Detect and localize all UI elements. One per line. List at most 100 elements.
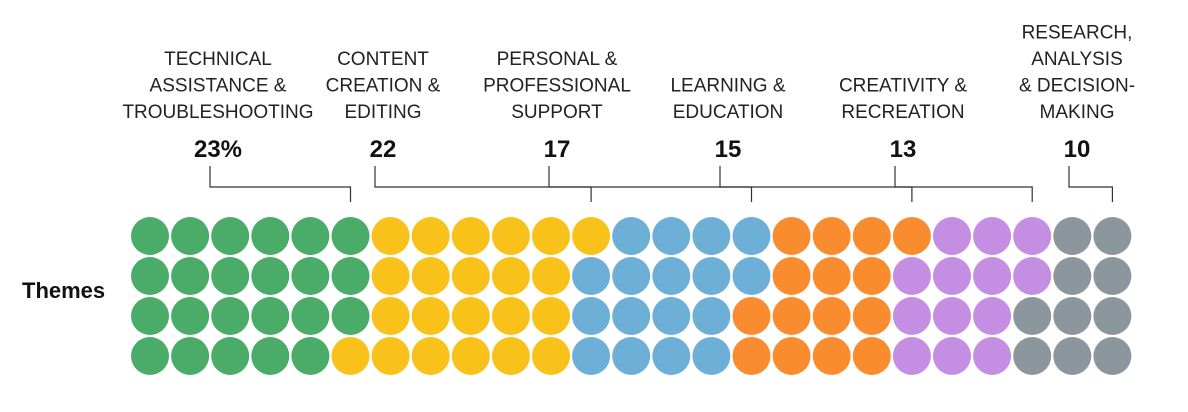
dot-content-creation-editing xyxy=(572,217,611,255)
dot-technical-assistance-troubleshooting xyxy=(291,297,330,335)
dot-learning-education xyxy=(732,337,771,375)
value-label-research-analysis-decision-making: 10 xyxy=(1064,136,1091,163)
dot-technical-assistance-troubleshooting xyxy=(331,217,370,255)
dot-personal-professional-support xyxy=(692,297,731,335)
dot-personal-professional-support xyxy=(652,217,691,255)
dot-learning-education xyxy=(852,217,891,255)
dot-creativity-recreation xyxy=(1013,257,1052,295)
dot-research-analysis-decision-making xyxy=(1053,337,1092,375)
dot-research-analysis-decision-making xyxy=(1053,257,1092,295)
value-label-learning-education: 15 xyxy=(715,136,742,163)
dot-content-creation-editing xyxy=(411,337,450,375)
category-labels: TECHNICAL ASSISTANCE & TROUBLESHOOTING 23% C… xyxy=(122,23,1135,164)
dot-research-analysis-decision-making xyxy=(1053,297,1092,335)
dot-creativity-recreation xyxy=(1013,217,1052,255)
dot-learning-education xyxy=(812,217,851,255)
dot-technical-assistance-troubleshooting xyxy=(171,297,210,335)
value-label-technical-assistance-troubleshooting: 23% xyxy=(194,136,242,163)
dot-content-creation-editing xyxy=(451,257,490,295)
dot-personal-professional-support xyxy=(612,257,651,295)
dot-learning-education xyxy=(772,337,811,375)
dot-content-creation-editing xyxy=(451,217,490,255)
dot-research-analysis-decision-making xyxy=(1093,257,1132,295)
category-label-creativity-recreation: CREATIVITY & RECREATION xyxy=(839,76,967,124)
waffle-dots xyxy=(131,217,1132,375)
dot-technical-assistance-troubleshooting xyxy=(251,257,290,295)
dot-technical-assistance-troubleshooting xyxy=(131,337,169,375)
dot-personal-professional-support xyxy=(732,217,771,255)
dot-content-creation-editing xyxy=(491,257,530,295)
dot-research-analysis-decision-making xyxy=(1013,337,1052,375)
leader-line-research-analysis-decision-making xyxy=(1068,166,1113,202)
dot-research-analysis-decision-making xyxy=(1053,217,1092,255)
dot-learning-education xyxy=(772,257,811,295)
dot-content-creation-editing xyxy=(371,337,410,375)
dot-personal-professional-support xyxy=(692,337,731,375)
dot-content-creation-editing xyxy=(491,217,530,255)
dot-content-creation-editing xyxy=(532,297,570,335)
dot-content-creation-editing xyxy=(411,217,450,255)
category-label-research-analysis-decision-making: RESEARCH, ANALYSIS & DECISION-MAKING xyxy=(1019,23,1135,124)
dot-learning-education xyxy=(852,257,891,295)
dot-research-analysis-decision-making xyxy=(1093,297,1132,335)
dot-learning-education xyxy=(812,297,851,335)
dot-creativity-recreation xyxy=(892,337,931,375)
dot-technical-assistance-troubleshooting xyxy=(211,337,250,375)
value-label-creativity-recreation: 13 xyxy=(890,136,917,163)
dot-personal-professional-support xyxy=(652,257,691,295)
dot-personal-professional-support xyxy=(612,337,651,375)
dot-content-creation-editing xyxy=(491,337,530,375)
dot-technical-assistance-troubleshooting xyxy=(131,297,169,335)
value-label-content-creation-editing: 22 xyxy=(370,136,397,163)
dot-creativity-recreation xyxy=(892,257,931,295)
dot-technical-assistance-troubleshooting xyxy=(331,257,370,295)
dot-personal-professional-support xyxy=(692,217,731,255)
dot-technical-assistance-troubleshooting xyxy=(131,257,169,295)
dot-research-analysis-decision-making xyxy=(1093,217,1132,255)
dot-technical-assistance-troubleshooting xyxy=(211,217,250,255)
dot-content-creation-editing xyxy=(491,297,530,335)
dot-personal-professional-support xyxy=(612,297,651,335)
leader-line-creativity-recreation xyxy=(894,166,1033,202)
dot-creativity-recreation xyxy=(933,217,971,255)
dot-personal-professional-support xyxy=(732,257,771,295)
dot-content-creation-editing xyxy=(411,257,450,295)
dot-content-creation-editing xyxy=(451,337,490,375)
dot-content-creation-editing xyxy=(451,297,490,335)
row-label-themes: Themes xyxy=(22,278,105,303)
dot-technical-assistance-troubleshooting xyxy=(291,257,330,295)
dot-learning-education xyxy=(852,297,891,335)
dot-technical-assistance-troubleshooting xyxy=(171,337,210,375)
dot-learning-education xyxy=(732,297,771,335)
dot-research-analysis-decision-making xyxy=(1093,337,1132,375)
leader-lines xyxy=(209,166,1113,202)
dot-personal-professional-support xyxy=(612,217,651,255)
dot-learning-education xyxy=(772,217,811,255)
dot-technical-assistance-troubleshooting xyxy=(291,217,330,255)
dot-content-creation-editing xyxy=(532,217,570,255)
dot-learning-education xyxy=(892,217,931,255)
dot-content-creation-editing xyxy=(532,257,570,295)
dot-content-creation-editing xyxy=(371,217,410,255)
dot-creativity-recreation xyxy=(973,257,1012,295)
dot-content-creation-editing xyxy=(371,257,410,295)
value-label-personal-professional-support: 17 xyxy=(544,136,571,163)
dot-personal-professional-support xyxy=(652,297,691,335)
dot-creativity-recreation xyxy=(892,297,931,335)
dot-learning-education xyxy=(812,257,851,295)
dot-technical-assistance-troubleshooting xyxy=(251,297,290,335)
dot-technical-assistance-troubleshooting xyxy=(171,257,210,295)
dot-technical-assistance-troubleshooting xyxy=(291,337,330,375)
leader-line-content-creation-editing xyxy=(374,166,592,202)
dot-personal-professional-support xyxy=(572,257,611,295)
dot-technical-assistance-troubleshooting xyxy=(171,217,210,255)
category-label-technical-assistance-troubleshooting: TECHNICAL ASSISTANCE & TROUBLESHOOTING xyxy=(122,49,313,123)
leader-line-technical-assistance-troubleshooting xyxy=(209,166,352,202)
dot-learning-education xyxy=(812,337,851,375)
category-label-personal-professional-support: PERSONAL & PROFESSIONAL SUPPORT xyxy=(483,49,631,123)
dot-content-creation-editing xyxy=(532,337,570,375)
dot-personal-professional-support xyxy=(692,257,731,295)
dot-technical-assistance-troubleshooting xyxy=(211,297,250,335)
dot-technical-assistance-troubleshooting xyxy=(331,297,370,335)
